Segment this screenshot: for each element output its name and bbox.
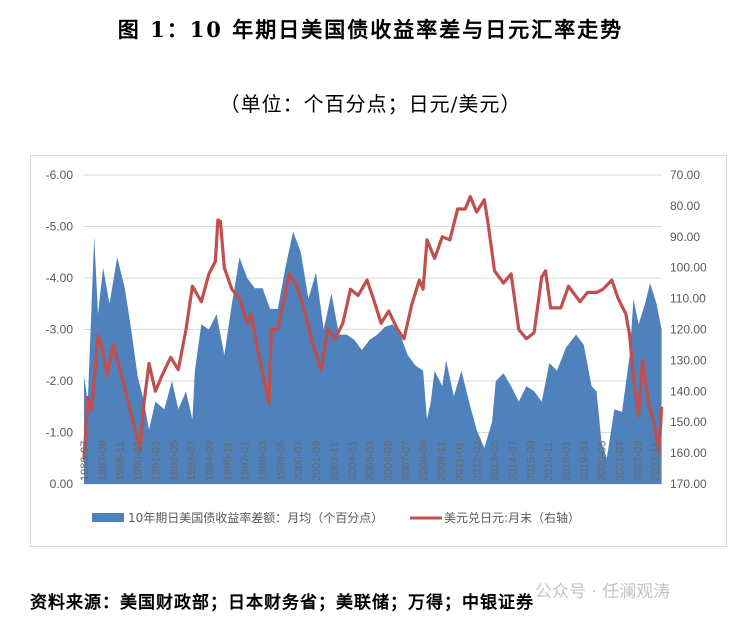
right-tick-label: 70.00 (670, 168, 700, 182)
right-tick-label: 150.00 (670, 415, 707, 429)
x-tick-label: 2014-07 (507, 441, 519, 481)
x-tick-label: 2019-03 (579, 441, 591, 481)
x-tick-label: 2015-09 (525, 441, 537, 481)
x-tick-label: 1994-09 (204, 441, 216, 481)
legend-label-spread: 10年期日美国债收益率差额：月均（个百分点） (128, 510, 383, 525)
left-tick-label: -2.00 (46, 374, 74, 388)
x-tick-label: 1995-11 (222, 441, 234, 481)
right-tick-label: 130.00 (670, 353, 707, 367)
legend-label-usdjpy: 美元兑日元:月末（右轴） (444, 510, 580, 525)
x-tick-label: 2022-09 (632, 441, 644, 481)
left-tick-label: -1.00 (46, 426, 74, 440)
left-tick-label: -4.00 (46, 271, 74, 285)
x-tick-label: 2016-11 (543, 441, 555, 481)
x-tick-label: 1987-09 (97, 441, 109, 481)
x-tick-label: 1990-01 (133, 441, 145, 481)
x-tick-label: 2023-11 (650, 441, 662, 481)
x-tick-label: 1986-07 (79, 441, 91, 481)
right-tick-label: 160.00 (670, 446, 707, 460)
x-tick-label: 2002-11 (329, 441, 341, 481)
x-tick-label: 1988-11 (115, 441, 127, 481)
figure-subtitle: （单位：个百分点；日元/美元） (219, 92, 522, 116)
left-tick-label: -5.00 (46, 220, 74, 234)
right-tick-label: 170.00 (670, 477, 707, 491)
legend: 10年期日美国债收益率差额：月均（个百分点） 美元兑日元:月末（右轴） (92, 510, 580, 525)
legend-swatch-spread (92, 513, 124, 522)
left-tick-label: -3.00 (46, 323, 74, 337)
x-tick-label: 2004-01 (347, 441, 359, 481)
right-axis-ticks: 70.00 80.00 90.00 100.00 110.00 120.00 130.00 1… (670, 168, 707, 491)
right-tick-label: 110.00 (670, 292, 706, 306)
x-tick-label: 2005-03 (365, 441, 377, 481)
x-tick-label: 1997-01 (240, 441, 252, 481)
x-tick-label: 2001-09 (311, 441, 323, 481)
spread-area (84, 231, 662, 484)
watermark: 公众号 · 任澜观涛 (535, 582, 671, 602)
x-tick-label: 1998-03 (258, 441, 270, 481)
x-tick-label: 1992-05 (168, 441, 180, 481)
x-tick-label: 2013-05 (490, 441, 502, 481)
x-tick-label: 2006-05 (382, 441, 394, 481)
right-tick-label: 100.00 (670, 261, 707, 275)
x-tick-label: 1999-05 (275, 441, 287, 481)
usdjpy-line (82, 195, 664, 460)
usdjpy-line-layer (82, 195, 664, 460)
right-tick-label: 90.00 (670, 230, 700, 244)
x-tick-label: 2008-09 (418, 441, 430, 481)
figure-title: 图 1：10 年期日美国债收益率差与日元汇率走势 (117, 17, 624, 42)
left-tick-label: -6.00 (46, 168, 74, 182)
spread-area-layer (84, 231, 662, 484)
x-tick-label: 2021-07 (615, 441, 627, 481)
chart-frame (30, 155, 727, 547)
x-tick-label: 2011-01 (454, 441, 466, 481)
x-tick-label: 2018-01 (561, 441, 573, 481)
left-axis-ticks: -6.00 -5.00 -4.00 -3.00 -2.00 -1.00 0.00 (46, 168, 74, 491)
x-tick-label: 1991-03 (150, 441, 162, 481)
x-tick-label: 2009-11 (436, 441, 448, 481)
x-tick-label: 2000-07 (293, 441, 305, 481)
left-tick-label: 0.00 (50, 477, 74, 491)
x-tick-label: 2007-07 (400, 441, 412, 481)
x-tick-label: 2012-03 (472, 441, 484, 481)
x-tick-label: 2020-05 (597, 441, 609, 481)
right-tick-label: 120.00 (670, 323, 707, 337)
right-tick-label: 140.00 (670, 384, 707, 398)
x-axis-ticks: 1986-07 1987-09 1988-11 1990-01 1991-03 1992-… (79, 441, 662, 481)
right-tick-label: 80.00 (670, 199, 700, 213)
source-note: 资料来源：美国财政部；日本财务省；美联储；万得；中银证券 (30, 593, 534, 613)
x-tick-label: 1993-07 (186, 441, 198, 481)
